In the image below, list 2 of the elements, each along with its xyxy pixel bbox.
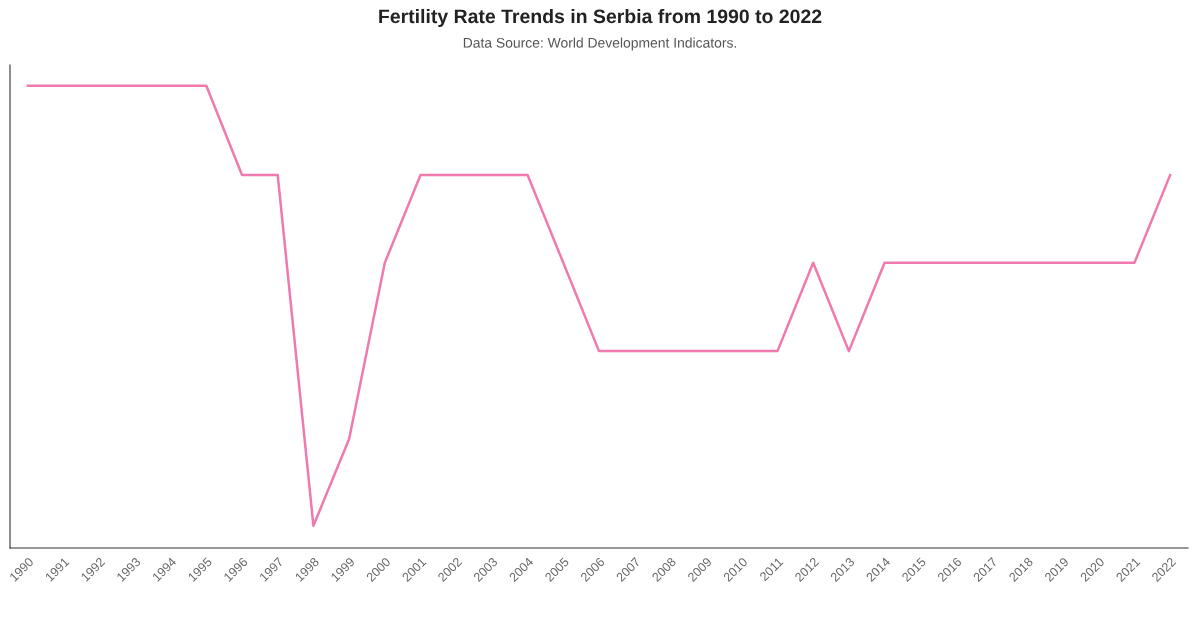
chart-subtitle: Data Source: World Development Indicators. <box>463 37 737 51</box>
chart-title: Fertility Rate Trends in Serbia from 1990 to 2022 <box>379 8 822 28</box>
